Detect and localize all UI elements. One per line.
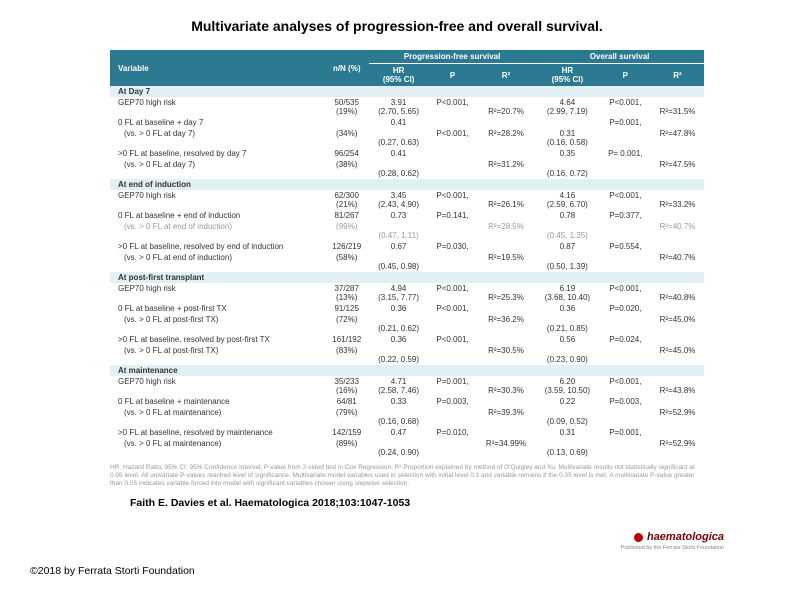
logo-icon: [634, 533, 643, 542]
table-row: 0 FL at baseline + maintenance64/810.33P…: [110, 396, 704, 407]
col-pfs-group: Progression-free survival: [369, 50, 535, 64]
col-hr: HR(95% CI): [369, 64, 428, 87]
col-p: P: [428, 64, 477, 87]
table-row: >0 FL at baseline, resolved by day 796/2…: [110, 148, 704, 159]
copyright: ©2018 by Ferrata Storti Foundation: [30, 565, 195, 577]
section-header: At Day 7: [110, 86, 704, 97]
table-row: (vs. > 0 FL at post-first TX)(83%)(0.22,…: [110, 345, 704, 365]
table-footnote: HR: Hazard Ratio; 95% CI: 95% Confidence…: [110, 464, 704, 487]
col-r2-os: R²: [651, 64, 704, 87]
logo-text: haematologica: [647, 531, 724, 543]
table-row: (vs. > 0 FL at day 7)(34%)(0.27, 0.63)P<…: [110, 128, 704, 148]
section-header: At maintenance: [110, 365, 704, 376]
results-table: Variable n/N (%) Progression-free surviv…: [110, 50, 704, 487]
table-row: (vs. > 0 FL at maintenance)(89%)(0.24, 0…: [110, 438, 704, 458]
table-row: GEP70 high risk50/535(19%)3.91(2.70, 5.6…: [110, 97, 704, 117]
table-row: GEP70 high risk37/287(13%)4.94(3.15, 7.7…: [110, 283, 704, 303]
table-row: (vs. > 0 FL at end of induction)(58%)(0.…: [110, 252, 704, 272]
col-p-os: P: [600, 64, 651, 87]
section-header: At post-first transplant: [110, 272, 704, 283]
table-row: GEP70 high risk62/300(21%)3.45(2.43, 4.9…: [110, 190, 704, 210]
logo-subtitle: Published by the Ferrata Storti Foundati…: [621, 545, 724, 551]
col-hr-os: HR(95% CI): [535, 64, 600, 87]
table-row: >0 FL at baseline, resolved by end of in…: [110, 241, 704, 252]
section-header: At end of induction: [110, 179, 704, 190]
col-r2: R²: [477, 64, 535, 87]
table-row: 0 FL at baseline + day 70.41P=0.001,: [110, 117, 704, 128]
col-n: n/N (%): [324, 50, 369, 86]
citation: Faith E. Davies et al. Haematologica 201…: [130, 497, 764, 509]
table-row: (vs. > 0 FL at post-first TX)(72%)(0.21,…: [110, 314, 704, 334]
table-row: >0 FL at baseline, resolved by post-firs…: [110, 334, 704, 345]
table-row: (vs. > 0 FL at day 7)(38%)(0.28, 0.62)R²…: [110, 159, 704, 179]
journal-logo: haematologica: [634, 531, 724, 543]
table-row: 0 FL at baseline + end of induction81/26…: [110, 210, 704, 221]
table-row: (vs. > 0 FL at end of induction)(99%)(0.…: [110, 221, 704, 241]
col-os-group: Overall survival: [535, 50, 704, 64]
table-row: GEP70 high risk35/233(16%)4.71(2.58, 7.4…: [110, 376, 704, 396]
table-row: 0 FL at baseline + post-first TX91/1250.…: [110, 303, 704, 314]
col-variable: Variable: [110, 50, 324, 86]
table-row: (vs. > 0 FL at maintenance)(79%)(0.16, 0…: [110, 407, 704, 427]
table-row: >0 FL at baseline, resolved by maintenan…: [110, 427, 704, 438]
slide-title: Multivariate analyses of progression-fre…: [70, 18, 724, 34]
